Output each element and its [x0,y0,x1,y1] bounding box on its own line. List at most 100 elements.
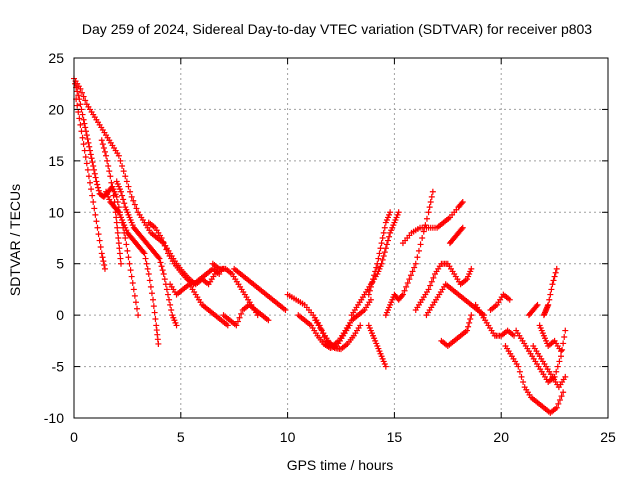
data-point [88,186,95,193]
data-points [71,75,569,416]
data-point [555,400,562,407]
y-axis-label: SDTVAR / TECUs [7,184,23,296]
data-point [414,254,421,261]
data-point [426,204,433,211]
data-point [520,379,527,385]
data-point [468,312,475,319]
data-point [547,291,554,298]
y-tick-label: 10 [48,204,64,220]
data-point [93,178,100,185]
data-point [116,250,123,257]
data-point [126,260,133,267]
y-tick-label: -5 [52,359,65,375]
data-point [515,363,522,370]
data-point [556,397,563,403]
data-point [82,154,89,160]
data-point [368,280,375,286]
series-arc25 [487,291,513,313]
data-point [83,160,90,167]
data-point [406,276,413,283]
x-tick-label: 5 [177,429,185,445]
series-arc17 [365,209,394,298]
data-point [404,280,411,286]
data-point [551,273,558,280]
y-tick-label: 5 [56,256,64,272]
data-point [374,260,381,267]
data-point [533,303,540,310]
series-arc3 [73,96,108,272]
data-point [562,373,569,380]
y-tick-label: 25 [48,50,64,66]
data-point [459,199,466,205]
data-point [98,250,105,257]
data-point [75,109,82,115]
data-point [105,163,112,169]
series-arc8 [167,281,231,329]
data-point [117,157,124,164]
data-point [553,404,560,411]
series-arc28 [530,343,569,391]
data-point [76,115,83,122]
series-arc31 [525,301,541,319]
x-tick-label: 15 [387,429,403,445]
data-point [160,238,167,245]
series-arc6 [113,178,180,329]
data-point [117,255,124,262]
data-point [560,340,567,347]
data-point [518,373,525,380]
data-point [119,192,126,199]
data-point [548,286,555,293]
data-point [265,317,272,324]
data-point [80,93,87,100]
data-point [84,136,91,142]
data-point [113,193,120,200]
series-arc30 [540,265,560,319]
data-point [403,283,410,290]
data-point [419,235,426,241]
data-point [377,245,384,252]
data-point [106,168,113,175]
data-point [398,292,405,299]
data-point [117,260,124,267]
data-point [87,179,94,186]
data-point [381,224,388,231]
series-arc16 [365,322,389,370]
data-point [123,241,130,248]
series-arc20 [412,260,475,313]
data-point [511,332,518,339]
data-point [545,301,552,308]
data-point [558,353,565,360]
y-tick-label: -10 [44,410,64,426]
data-point [163,246,170,253]
data-point [128,193,135,200]
data-point [430,274,437,281]
data-point [81,147,88,154]
data-point [387,209,394,216]
data-point [72,80,79,87]
data-point [560,389,567,396]
data-point [114,208,121,214]
data-point [163,286,170,293]
data-point [382,245,389,252]
data-point [84,166,91,173]
data-point [224,322,231,329]
data-point [116,245,123,252]
data-point [155,254,162,261]
data-point [85,173,92,180]
data-point [100,145,107,151]
data-point [92,174,99,181]
data-point [166,296,173,303]
data-point [99,141,106,148]
data-point [74,88,81,95]
data-point [129,280,136,286]
data-point [506,296,513,303]
data-point [381,249,388,256]
data-point [216,271,223,277]
data-point [101,148,108,155]
data-point [122,235,129,241]
y-tick-label: 0 [56,307,64,323]
data-point [77,121,84,128]
data-point [423,215,430,222]
data-point [158,263,165,270]
data-point [236,314,243,321]
